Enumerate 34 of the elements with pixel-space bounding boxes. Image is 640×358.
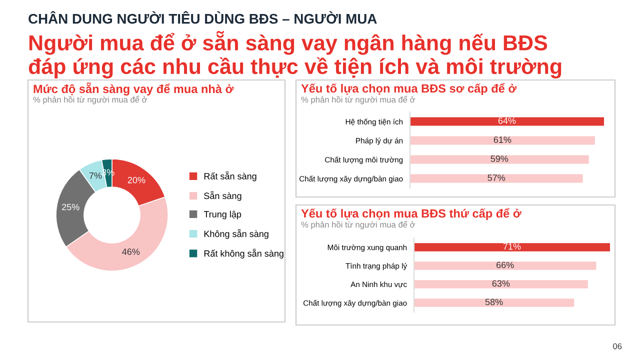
data-label: 58% bbox=[485, 298, 503, 306]
bar bbox=[410, 136, 595, 145]
chart-subtitle: % phản hồi từ người mua để ở bbox=[301, 96, 416, 104]
bar bbox=[410, 117, 604, 126]
text: CHÂN DUNG NGƯỜI TIÊU DÙNG BĐS – NGƯỜI MUA bbox=[28, 11, 377, 24]
chart-title: Mức độ sẵn sàng vay để mua nhà ở bbox=[34, 82, 234, 96]
data-label: 20% bbox=[128, 176, 146, 184]
legend-label: Không sẵn sàng bbox=[204, 229, 268, 239]
data-label: 71% bbox=[503, 243, 521, 250]
bar bbox=[414, 262, 596, 270]
bar bbox=[410, 174, 583, 183]
bar bbox=[410, 155, 589, 164]
bar bbox=[414, 243, 610, 252]
chart-title: Yếu tố lựa chọn mua BĐS sơ cấp để ở bbox=[301, 83, 517, 95]
legend-label: Sẵn sàng bbox=[204, 191, 242, 201]
legend-label: Rất sẵn sàng bbox=[204, 172, 256, 182]
legend-label: Trung lập bbox=[204, 210, 242, 220]
legend-label: Rất không sẵn sàng bbox=[204, 248, 284, 258]
data-label: 59% bbox=[490, 156, 508, 162]
chart-title: Yếu tố lựa chọn mua BĐS thứ cấp để ở bbox=[301, 208, 522, 220]
data-label: 7% bbox=[89, 172, 102, 179]
text: 06 bbox=[613, 343, 622, 350]
data-label: 66% bbox=[496, 262, 514, 268]
data-label: 46% bbox=[122, 248, 140, 255]
data-label: 57% bbox=[488, 174, 506, 181]
chart-subtitle: % phản hồi từ người mua để ở bbox=[33, 96, 148, 104]
bar bbox=[414, 280, 588, 288]
data-label: 61% bbox=[494, 136, 512, 143]
text: Người mua để ở sẵn sàng vay ngân hàng nếu BĐS đáp ứng các nhu cầu thực về tiện ích và môi trường bbox=[28, 31, 562, 78]
data-label: 64% bbox=[498, 118, 516, 124]
chart-subtitle: % phản hồi từ người mua để ở bbox=[301, 220, 416, 230]
data-label: 25% bbox=[62, 204, 80, 210]
data-label: 63% bbox=[492, 280, 510, 287]
bar bbox=[414, 298, 574, 307]
